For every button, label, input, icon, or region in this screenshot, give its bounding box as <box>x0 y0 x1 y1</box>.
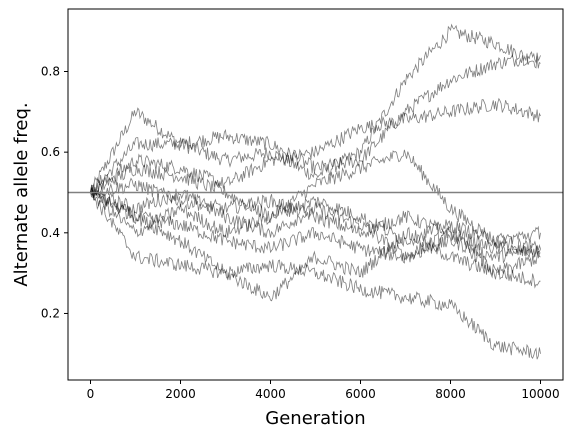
y-tick-label: 0.8 <box>41 65 60 79</box>
series-line-10 <box>90 186 541 248</box>
series-line-5 <box>90 187 541 264</box>
series-line-3 <box>90 97 541 198</box>
x-tick-label: 6000 <box>345 387 376 401</box>
x-axis-label: Generation <box>265 408 365 429</box>
series-line-2 <box>90 50 541 195</box>
y-axis-ticks: 0.2 0.4 0.6 0.8 <box>41 65 68 320</box>
x-tick-label: 10000 <box>521 387 559 401</box>
x-tick-label: 0 <box>87 387 95 401</box>
y-tick-label: 0.6 <box>41 145 60 159</box>
x-axis-ticks: 0 2000 4000 6000 8000 10000 <box>87 380 560 401</box>
series-line-9 <box>90 189 541 360</box>
y-tick-label: 0.2 <box>41 306 60 320</box>
y-axis-label: Alternate allele freq. <box>11 102 32 286</box>
series-line-6 <box>90 177 541 259</box>
y-tick-label: 0.4 <box>41 226 60 240</box>
x-tick-label: 4000 <box>255 387 286 401</box>
series-line-1 <box>90 23 541 193</box>
plot-frame <box>67 8 564 381</box>
series-line-8 <box>90 189 541 302</box>
series-line-4 <box>90 149 541 255</box>
series-line-7 <box>90 189 541 276</box>
x-tick-label: 8000 <box>435 387 466 401</box>
x-tick-label: 2000 <box>165 387 196 401</box>
